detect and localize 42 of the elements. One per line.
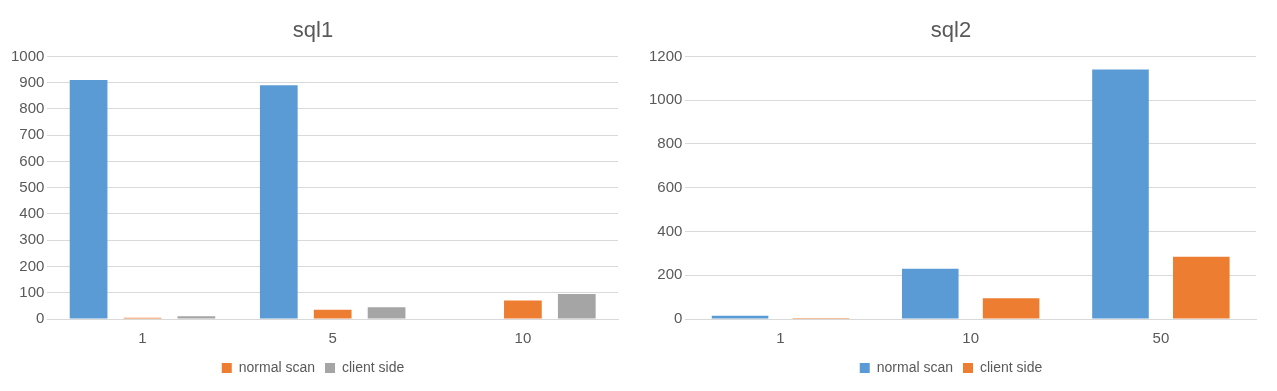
bar — [982, 298, 1040, 319]
x-tick-label: 10 — [514, 329, 532, 347]
x-tick-label: 5 — [328, 329, 337, 347]
chart-title: sql1 — [292, 17, 334, 43]
bar — [1173, 256, 1230, 319]
bar — [711, 315, 769, 319]
bar — [259, 85, 298, 319]
x-tick-label: 10 — [962, 329, 980, 347]
y-tick-label: 400 — [19, 204, 45, 222]
legend-label: normal scan — [876, 358, 954, 375]
bar — [313, 309, 352, 319]
chart-title: sql2 — [930, 17, 972, 43]
legend-label: client side — [342, 358, 405, 375]
bar — [901, 268, 959, 319]
y-tick-label: 100 — [19, 282, 45, 300]
y-tick-label: 400 — [657, 221, 683, 239]
y-tick-label: 1200 — [648, 46, 683, 64]
y-tick-label: 600 — [19, 151, 45, 169]
bar — [557, 294, 596, 319]
x-tick-label: 50 — [1152, 329, 1170, 347]
legend-label: client side — [980, 358, 1043, 375]
y-tick-label: 800 — [657, 134, 683, 152]
y-tick-label: 600 — [657, 177, 683, 195]
y-tick-label: 500 — [19, 177, 45, 195]
y-tick-label: 1000 — [648, 90, 683, 108]
bar — [1092, 69, 1149, 319]
y-tick-label: 300 — [19, 230, 45, 248]
x-tick-label: 1 — [138, 329, 147, 347]
y-tick-label: 0 — [36, 309, 45, 327]
y-tick-label: 700 — [19, 125, 45, 143]
y-tick-label: 200 — [19, 256, 45, 274]
y-tick-label: 200 — [657, 265, 683, 283]
x-tick-label: 1 — [776, 329, 785, 347]
y-tick-label: 800 — [19, 99, 45, 117]
y-tick-label: 1000 — [10, 46, 45, 64]
y-tick-label: 0 — [674, 309, 683, 327]
bar — [69, 80, 108, 319]
bar — [177, 316, 216, 319]
bar — [367, 307, 406, 319]
y-tick-label: 900 — [19, 72, 45, 90]
legend-label: normal scan — [238, 358, 316, 375]
bar — [504, 300, 542, 319]
